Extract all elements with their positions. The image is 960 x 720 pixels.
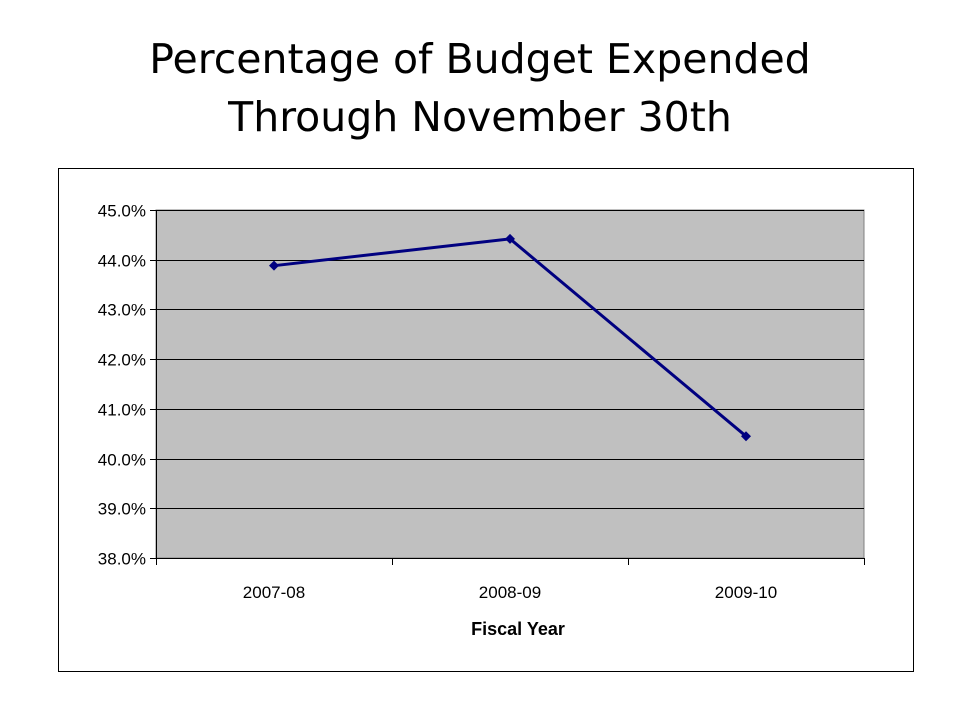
y-tick-label: 38.0% [98, 550, 146, 569]
y-tick-label: 40.0% [98, 451, 146, 470]
slide-title: Percentage of Budget Expended Through No… [0, 30, 960, 146]
line-chart: 38.0% 39.0% 40.0% 41.0% 42.0% 43.0% 44.0% 45.0%… [98, 202, 865, 639]
slide-title-line-1: Percentage of Budget Expended [149, 35, 811, 83]
plot-area [155, 209, 865, 559]
y-tick-label: 45.0% [98, 202, 146, 221]
slide-title-line-2: Through November 30th [228, 93, 732, 141]
y-tick-label: 44.0% [98, 252, 146, 271]
plot-background [155, 209, 865, 559]
gridlines [156, 210, 864, 559]
chart-frame: 38.0% 39.0% 40.0% 41.0% 42.0% 43.0% 44.0% 45.0%… [58, 168, 914, 672]
x-axis-title: Fiscal Year [471, 619, 565, 639]
x-axis-tick-labels: 2007-08 2008-09 2009-10 [243, 583, 777, 602]
y-tick-label: 41.0% [98, 401, 146, 420]
x-tick-label: 2007-08 [243, 583, 305, 602]
y-tick-label: 39.0% [98, 500, 146, 519]
x-tick-label: 2009-10 [715, 583, 777, 602]
y-tick-label: 43.0% [98, 301, 146, 320]
axes [150, 210, 865, 565]
data-point-marker [505, 233, 515, 244]
data-point-marker [741, 431, 751, 442]
y-axis-tick-labels: 38.0% 39.0% 40.0% 41.0% 42.0% 43.0% 44.0% 45.0% [98, 202, 146, 569]
series-markers [269, 233, 751, 442]
data-point-marker [269, 260, 279, 271]
y-tick-label: 42.0% [98, 351, 146, 370]
x-tick-label: 2008-09 [479, 583, 541, 602]
